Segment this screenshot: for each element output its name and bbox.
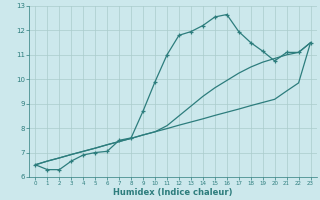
X-axis label: Humidex (Indice chaleur): Humidex (Indice chaleur) bbox=[113, 188, 233, 197]
